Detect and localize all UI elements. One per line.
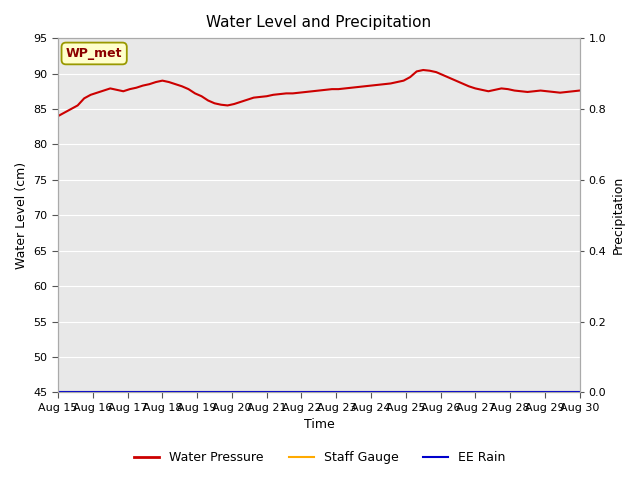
Staff Gauge (504, 390, 512, 396)
Staff Gauge (54, 390, 62, 396)
Staff Gauge (341, 390, 349, 396)
Legend: Water Pressure, Staff Gauge, EE Rain: Water Pressure, Staff Gauge, EE Rain (129, 446, 511, 469)
Y-axis label: Precipitation: Precipitation (612, 176, 625, 254)
Water Pressure (54, 113, 62, 119)
EE Rain (380, 390, 388, 396)
Staff Gauge (439, 390, 447, 396)
X-axis label: Time: Time (303, 419, 334, 432)
Text: WP_met: WP_met (66, 47, 122, 60)
Water Pressure (530, 88, 538, 94)
Water Pressure (341, 85, 349, 91)
EE Rain (439, 390, 447, 396)
EE Rain (54, 390, 62, 396)
EE Rain (341, 390, 349, 396)
Staff Gauge (380, 390, 388, 396)
Water Pressure (445, 75, 453, 81)
Water Pressure (484, 88, 492, 94)
Water Pressure (576, 88, 584, 94)
EE Rain (576, 390, 584, 396)
Staff Gauge (478, 390, 486, 396)
EE Rain (524, 390, 531, 396)
Water Pressure (380, 81, 388, 87)
Water Pressure (419, 67, 427, 73)
Y-axis label: Water Level (cm): Water Level (cm) (15, 162, 28, 269)
Title: Water Level and Precipitation: Water Level and Precipitation (206, 15, 431, 30)
EE Rain (504, 390, 512, 396)
Water Pressure (511, 88, 518, 94)
Staff Gauge (576, 390, 584, 396)
Line: Water Pressure: Water Pressure (58, 70, 580, 116)
EE Rain (478, 390, 486, 396)
Staff Gauge (524, 390, 531, 396)
